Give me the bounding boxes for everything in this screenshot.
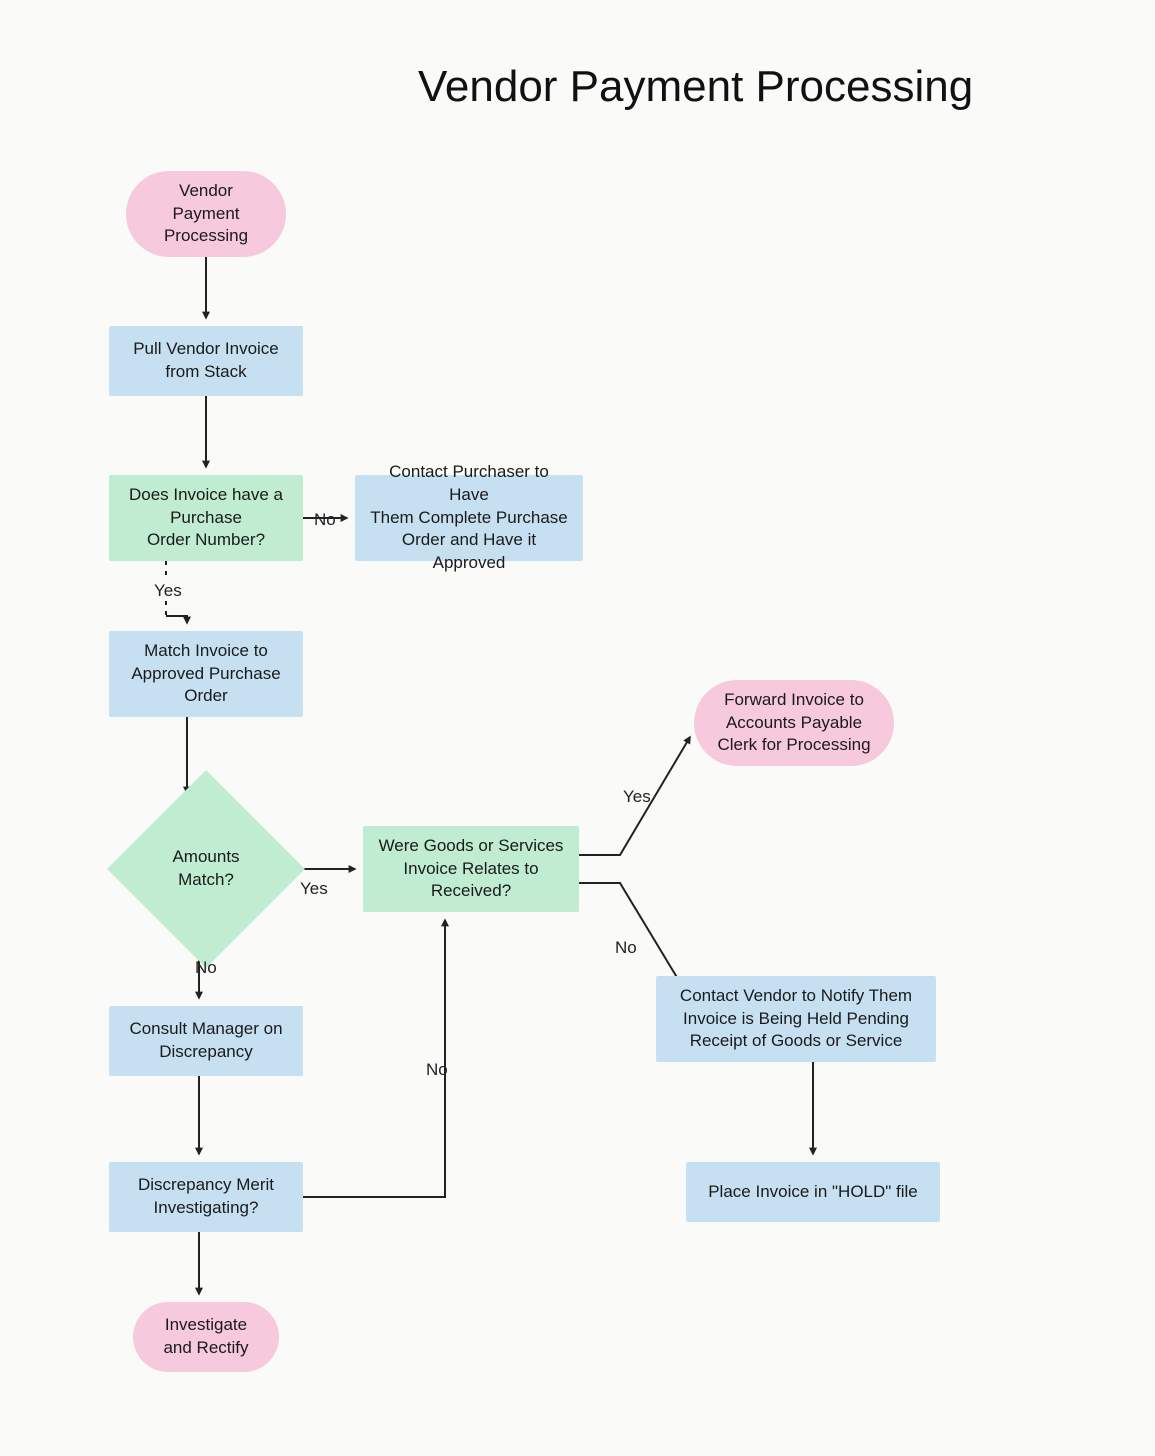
node-merit: Discrepancy MeritInvestigating? xyxy=(109,1162,303,1232)
node-forward: Forward Invoice toAccounts PayableClerk … xyxy=(694,680,894,766)
edge-label: Yes xyxy=(300,879,328,899)
node-hold: Place Invoice in "HOLD" file xyxy=(686,1162,940,1222)
node-label: AmountsMatch? xyxy=(136,799,276,939)
edge-label: No xyxy=(314,510,336,530)
node-start: VendorPaymentProcessing xyxy=(126,171,286,257)
node-contact_vendor: Contact Vendor to Notify ThemInvoice is … xyxy=(656,976,936,1062)
node-investigate: Investigateand Rectify xyxy=(133,1302,279,1372)
node-consult: Consult Manager onDiscrepancy xyxy=(109,1006,303,1076)
node-match: Match Invoice toApproved PurchaseOrder xyxy=(109,631,303,717)
node-goods: Were Goods or ServicesInvoice Relates to… xyxy=(363,826,579,912)
node-contact_purch: Contact Purchaser to HaveThem Complete P… xyxy=(355,475,583,561)
edge-label: No xyxy=(615,938,637,958)
edge-has_po-to-match xyxy=(166,616,187,623)
edge-label: No xyxy=(195,958,217,978)
node-amounts: AmountsMatch? xyxy=(136,799,276,939)
node-pull: Pull Vendor Invoicefrom Stack xyxy=(109,326,303,396)
edge-label: Yes xyxy=(154,581,182,601)
edge-merit-to-goods xyxy=(303,920,445,1197)
edge-label: Yes xyxy=(623,787,651,807)
edge-label: No xyxy=(426,1060,448,1080)
page-title: Vendor Payment Processing xyxy=(418,62,973,112)
node-has_po: Does Invoice have aPurchaseOrder Number? xyxy=(109,475,303,561)
